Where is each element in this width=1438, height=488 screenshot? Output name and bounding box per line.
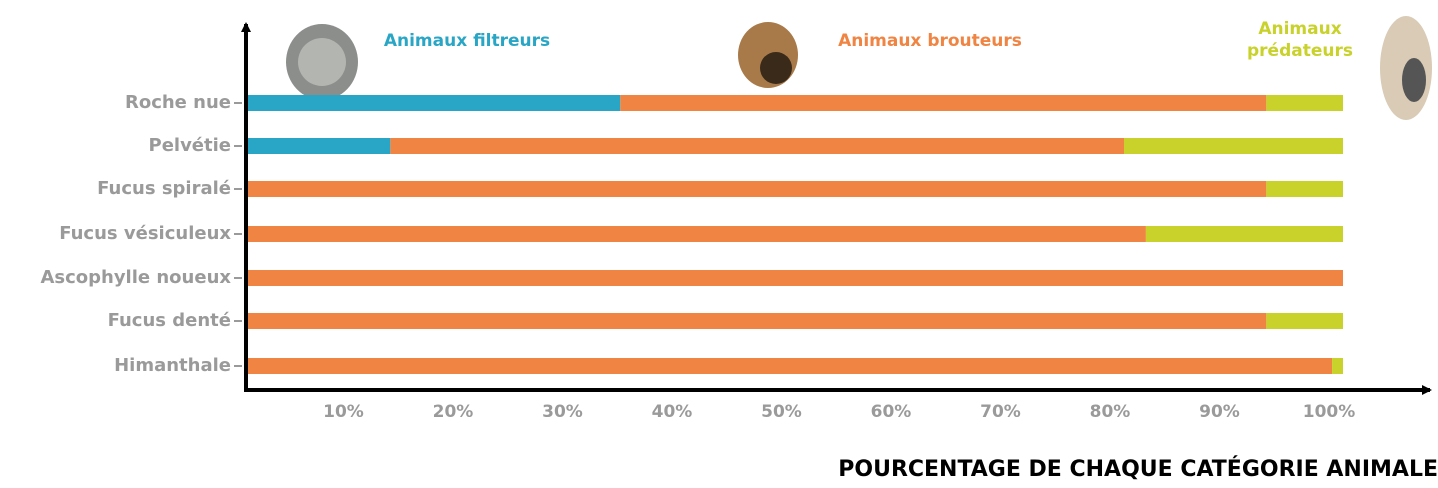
x-tick-label: 30% [542, 402, 583, 422]
y-tick-label: Pelvétie [149, 135, 232, 156]
bar-segment [1266, 313, 1343, 329]
x-tick-label: 80% [1090, 402, 1131, 422]
bar-segment [248, 138, 391, 154]
bar-segment [390, 138, 1125, 154]
y-tick-label: Fucus vésiculeux [59, 223, 231, 244]
bar-segment [1145, 226, 1343, 242]
bar-segment [1124, 138, 1343, 154]
legend-entry: Animaux brouteurs [838, 31, 1022, 51]
x-axis-title: POURCENTAGE DE CHAQUE CATÉGORIE ANIMALE [838, 456, 1438, 482]
bar-segment [248, 358, 1333, 374]
bar-segment [1332, 358, 1343, 374]
x-tick-label: 60% [871, 402, 912, 422]
x-tick-label: 100% [1303, 402, 1356, 422]
legend-entry: Animaux prédateurs [1247, 19, 1353, 62]
bar-segment [1266, 181, 1343, 197]
bar-segment [248, 313, 1267, 329]
x-tick-label: 70% [980, 402, 1021, 422]
y-tick-label: Fucus spiralé [97, 178, 231, 199]
bar-segment [248, 270, 1343, 286]
legend-entry: Animaux filtreurs [383, 31, 551, 51]
x-tick-label: 10% [323, 402, 364, 422]
bar-segment [248, 226, 1146, 242]
x-tick-label: 40% [652, 402, 693, 422]
y-tick-label: Ascophylle noueux [40, 267, 231, 288]
x-tick-label: 50% [761, 402, 802, 422]
snail-image-detail [760, 52, 792, 84]
whelk-image-detail [1402, 58, 1426, 102]
bar-segment [248, 181, 1267, 197]
y-tick-label: Roche nue [125, 92, 231, 113]
y-tick-label: Himanthale [114, 355, 231, 376]
x-tick-label: 20% [433, 402, 474, 422]
oyster-image-detail [298, 38, 346, 86]
bar-segment [1266, 95, 1343, 111]
bar-segment [248, 95, 621, 111]
bar-segment [620, 95, 1267, 111]
x-tick-label: 90% [1199, 402, 1240, 422]
y-tick-label: Fucus denté [108, 310, 231, 331]
